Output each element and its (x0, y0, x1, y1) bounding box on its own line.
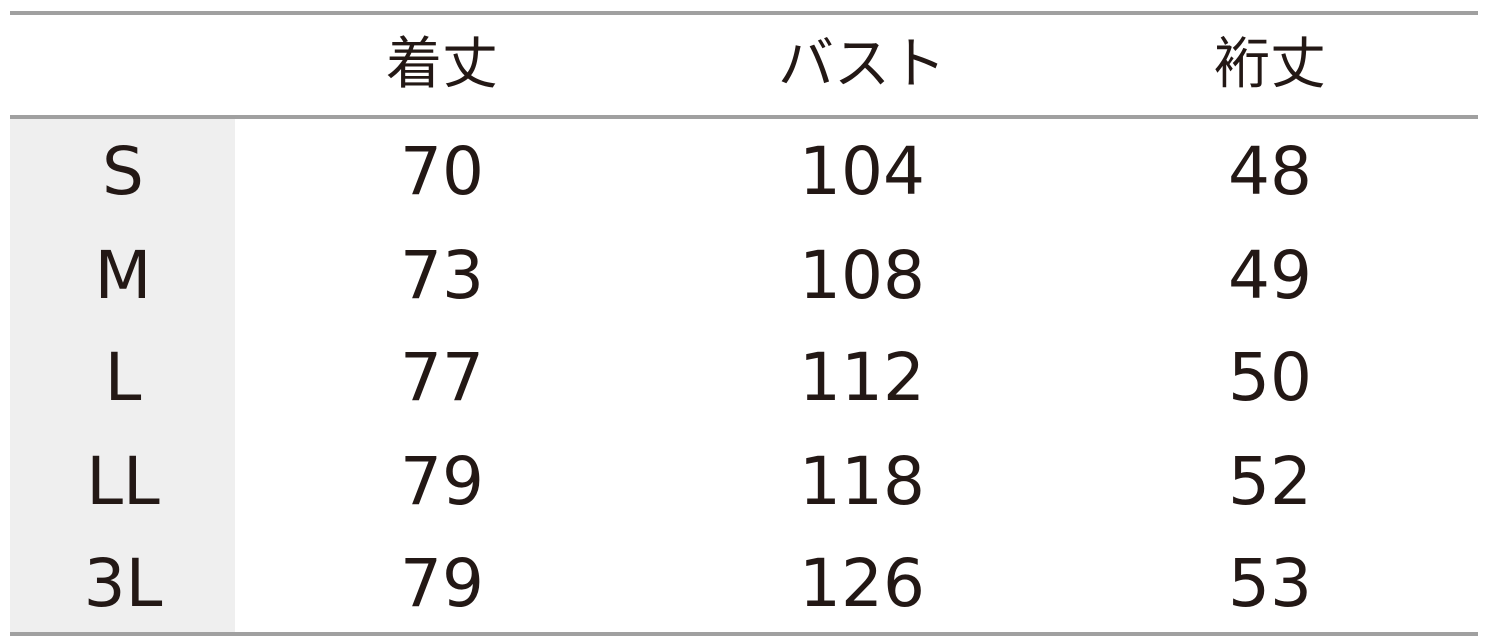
column-header: 着丈 (386, 32, 498, 97)
bottom-rule (10, 632, 1478, 636)
size-column-background (10, 119, 235, 632)
table-cell: 108 (799, 237, 925, 314)
table-cell: 104 (799, 133, 925, 210)
table-cell: 118 (799, 443, 925, 520)
table-cell: 70 (400, 133, 484, 210)
table-cell: 126 (799, 545, 925, 622)
table-cell: 79 (400, 545, 484, 622)
table-cell: 112 (799, 339, 925, 416)
table-cell: 53 (1228, 545, 1312, 622)
size-label: L (104, 339, 142, 416)
table-cell: 49 (1228, 237, 1312, 314)
column-header: 裄丈 (1214, 32, 1326, 97)
table-cell: 79 (400, 443, 484, 520)
size-label: 3L (83, 545, 163, 622)
column-header: バスト (778, 32, 946, 97)
table-cell: 50 (1228, 339, 1312, 416)
size-label: M (94, 237, 152, 314)
top-rule (10, 11, 1478, 15)
table-cell: 77 (400, 339, 484, 416)
header-rule (10, 115, 1478, 119)
size-label: LL (86, 443, 160, 520)
table-cell: 73 (400, 237, 484, 314)
size-label: S (102, 133, 144, 210)
table-cell: 48 (1228, 133, 1312, 210)
table-cell: 52 (1228, 443, 1312, 520)
